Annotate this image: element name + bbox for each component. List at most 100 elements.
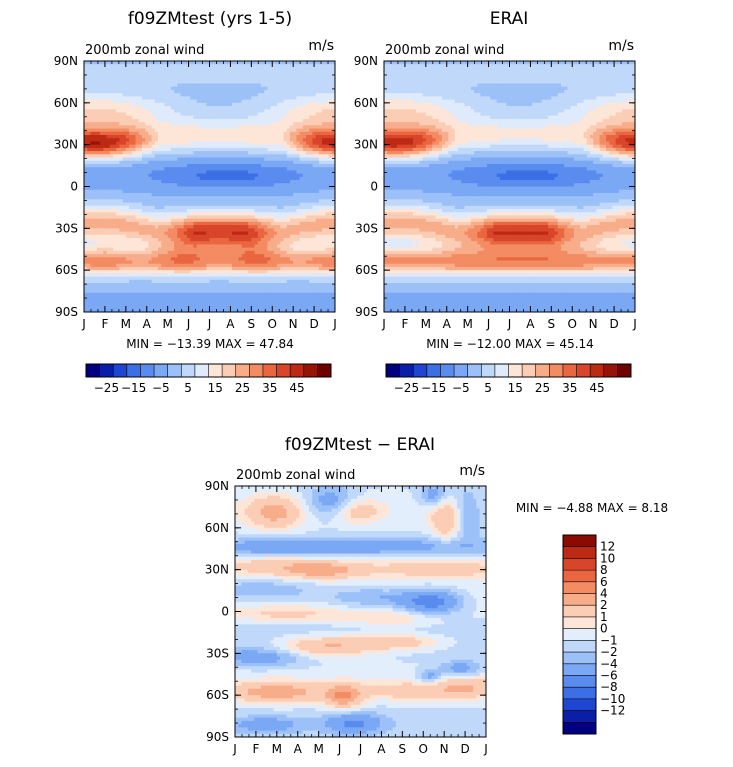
field-cell	[283, 89, 288, 94]
field-cell	[277, 205, 281, 210]
field-cell	[112, 247, 117, 252]
field-cell	[228, 163, 233, 168]
field-cell	[257, 99, 262, 104]
field-cell	[328, 250, 333, 255]
field-cell	[164, 199, 169, 204]
field-cell	[106, 118, 111, 123]
field-cell	[222, 80, 227, 85]
field-cell	[161, 209, 166, 213]
field-cell	[222, 96, 227, 101]
field-cell	[222, 93, 227, 97]
field-cell	[151, 231, 156, 236]
field-cell	[325, 254, 330, 258]
field-cell	[302, 151, 307, 155]
field-cell	[264, 106, 269, 110]
field-cell	[235, 260, 240, 265]
field-cell	[186, 250, 191, 255]
field-cell	[119, 202, 124, 207]
field-cell	[177, 244, 182, 249]
field-cell	[148, 106, 153, 110]
field-cell	[260, 109, 265, 114]
field-cell	[199, 135, 204, 139]
field-cell	[322, 196, 326, 200]
field-cell	[164, 196, 169, 200]
field-cell	[302, 212, 307, 217]
field-cell	[158, 250, 162, 255]
field-cell	[138, 250, 143, 255]
field-cell	[119, 196, 124, 200]
field-cell	[306, 99, 310, 104]
field-cell	[209, 244, 214, 249]
field-cell	[180, 154, 185, 159]
field-cell	[122, 112, 127, 117]
field-cell	[158, 186, 162, 191]
field-cell	[315, 163, 320, 168]
field-cell	[135, 163, 140, 168]
field-cell	[232, 157, 236, 162]
field-cell	[270, 96, 275, 101]
field-cell	[235, 77, 240, 81]
field-cell	[322, 102, 326, 107]
field-cell	[141, 180, 146, 184]
field-cell	[154, 205, 159, 210]
field-cell	[103, 254, 108, 258]
field-cell	[106, 241, 111, 246]
field-cell	[84, 199, 88, 204]
field-cell	[193, 115, 198, 120]
field-cell	[331, 131, 335, 136]
field-cell	[215, 147, 220, 152]
field-cell	[270, 192, 275, 197]
field-cell	[235, 228, 240, 233]
field-cell	[183, 183, 188, 188]
field-cell	[293, 70, 297, 75]
field-cell	[299, 202, 304, 207]
field-cell	[306, 186, 310, 191]
field-cell	[125, 225, 130, 229]
field-cell	[125, 263, 130, 268]
field-cell	[309, 144, 314, 149]
field-cell	[186, 241, 191, 246]
field-cell	[96, 250, 101, 255]
field-cell	[302, 115, 307, 120]
field-cell	[289, 260, 294, 265]
field-cell	[193, 212, 198, 217]
field-cell	[238, 205, 243, 210]
field-cell	[129, 241, 133, 246]
field-cell	[174, 199, 178, 204]
field-cell	[132, 218, 137, 223]
field-cell	[251, 241, 256, 246]
field-cell	[280, 125, 285, 130]
field-cell	[232, 128, 236, 133]
field-cell	[84, 67, 88, 72]
field-cell	[306, 61, 310, 65]
field-cell	[106, 260, 111, 265]
field-cell	[241, 77, 246, 81]
field-cell	[238, 112, 243, 117]
field-cell	[254, 61, 259, 65]
field-cell	[331, 202, 335, 207]
field-cell	[193, 141, 198, 146]
field-cell	[193, 112, 198, 117]
field-cell	[315, 151, 320, 155]
field-cell	[174, 109, 178, 114]
field-cell	[129, 215, 133, 220]
field-cell	[286, 263, 291, 268]
field-cell	[109, 93, 114, 97]
field-cell	[264, 241, 269, 246]
field-cell	[219, 96, 223, 101]
field-cell	[148, 61, 153, 65]
field-cell	[238, 125, 243, 130]
field-cell	[151, 102, 156, 107]
field-cell	[141, 173, 146, 178]
field-cell	[315, 64, 320, 69]
field-cell	[129, 141, 133, 146]
field-cell	[241, 125, 246, 130]
field-cell	[148, 125, 153, 130]
field-cell	[238, 260, 243, 265]
field-cell	[241, 80, 246, 85]
field-cell	[154, 196, 159, 200]
field-cell	[112, 77, 117, 81]
field-cell	[277, 225, 281, 229]
field-cell	[148, 257, 153, 262]
